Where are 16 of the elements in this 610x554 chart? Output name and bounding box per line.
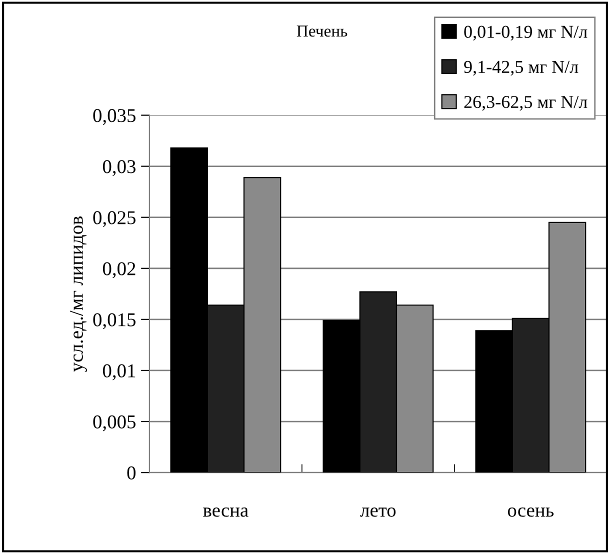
y-tick-label: 0,025: [93, 211, 136, 228]
y-tick-label: 0,03: [102, 160, 136, 176]
legend-label: 0,01-0,19 мг N/л: [464, 26, 588, 41]
x-tick-label: лето: [360, 507, 396, 517]
y-tick-label: 0,005: [93, 415, 136, 432]
y-tick-label: 0,01: [102, 364, 136, 380]
y-axis-title: усл.ед./мг липидов: [70, 216, 87, 372]
x-tick-label: весна: [203, 507, 248, 517]
legend-label: 26,3-62,5 мг N/л: [464, 96, 588, 111]
legend-label: 9,1-42,5 мг N/л: [464, 60, 578, 76]
x-tick-label: осень: [508, 507, 554, 517]
y-tick-label: 0: [127, 466, 136, 480]
y-tick-label: 0,015: [93, 313, 136, 330]
y-tick-label: 0,035: [93, 109, 136, 125]
chart-title: Печень: [296, 26, 348, 37]
y-tick-label: 0,02: [102, 262, 136, 278]
